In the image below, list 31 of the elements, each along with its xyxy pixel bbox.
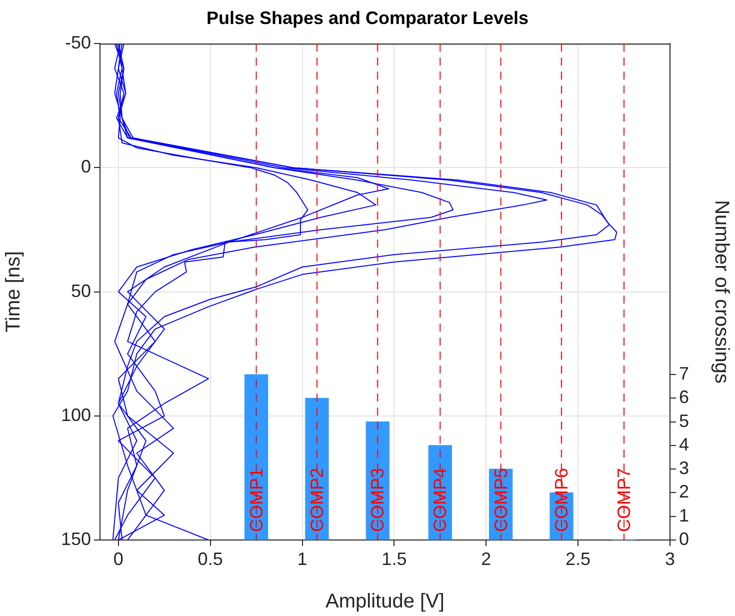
x-tick-label: 0.5 — [198, 548, 223, 569]
y2-tick-label: 1 — [679, 505, 690, 526]
y2-tick-label: 4 — [679, 434, 690, 454]
y2-tick-label: 2 — [679, 482, 690, 502]
ref-line-label: COMP4 — [430, 468, 450, 532]
x-tick-label: 0 — [113, 548, 124, 569]
x-tick-label: 2 — [481, 548, 492, 569]
y-tick-label: 50 — [70, 280, 91, 301]
y-tick-label: -50 — [64, 32, 91, 53]
x-tick-label: 2.5 — [566, 548, 591, 569]
y-tick-label: 0 — [80, 156, 91, 177]
y-tick-label: 100 — [60, 404, 91, 425]
ref-line-label: COMP6 — [552, 468, 572, 532]
y-axis-title: Time [ns] — [2, 251, 25, 333]
ref-line-label: COMP7 — [614, 468, 634, 532]
y2-tick-label: 0 — [679, 528, 690, 549]
y2-axis-title: Number of crossings — [710, 200, 732, 384]
y2-tick-label: 3 — [679, 458, 690, 478]
y2-tick-label: 5 — [679, 410, 690, 431]
x-axis-title: Amplitude [V] — [326, 590, 444, 613]
chart-title: Pulse Shapes and Comparator Levels — [206, 8, 529, 28]
y2-tick-label: 7 — [679, 364, 690, 384]
x-tick-label: 1 — [297, 548, 308, 569]
y-tick-label: 150 — [60, 528, 91, 549]
ref-line-label: COMP5 — [490, 468, 511, 532]
ref-line-label: COMP3 — [368, 468, 388, 532]
y2-tick-label: 6 — [679, 387, 690, 408]
ref-line-label: COMP1 — [246, 468, 266, 532]
ref-line-label: COMP2 — [306, 468, 327, 532]
x-tick-label: 3 — [664, 548, 676, 569]
x-tick-label: 1.5 — [382, 548, 407, 569]
